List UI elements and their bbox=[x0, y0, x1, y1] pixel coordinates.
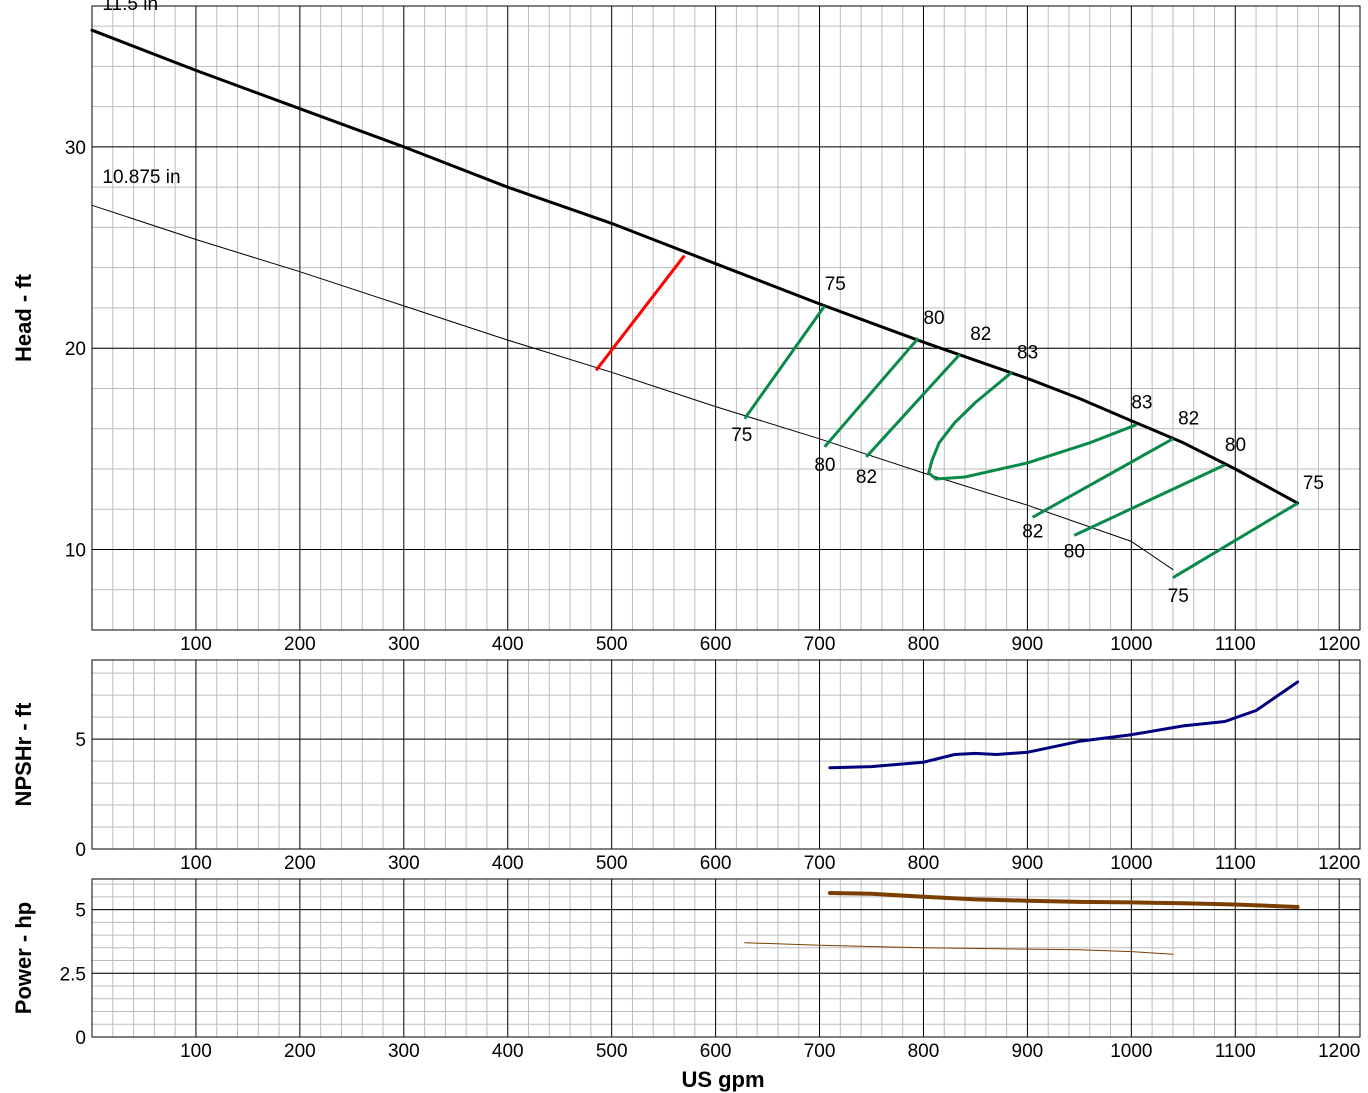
x-tick-label: 1000 bbox=[1110, 1041, 1152, 1062]
x-tick-label: 200 bbox=[284, 853, 316, 874]
series-line bbox=[827, 891, 1300, 909]
x-tick-label: 1200 bbox=[1318, 634, 1360, 655]
x-tick-label: 100 bbox=[180, 1041, 212, 1062]
curve-label: 80 bbox=[814, 455, 835, 476]
curve-label: 75 bbox=[1168, 586, 1189, 607]
curve-label: 83 bbox=[1017, 342, 1038, 363]
x-tick-label: 1100 bbox=[1215, 634, 1256, 655]
curve-label: 75 bbox=[731, 425, 752, 446]
plot-frame bbox=[91, 5, 1361, 631]
x-tick-label: 800 bbox=[908, 853, 940, 874]
curve-label: 80 bbox=[1064, 542, 1085, 563]
limit-line bbox=[594, 254, 686, 372]
x-tick-label: 400 bbox=[492, 634, 524, 655]
curve-label: 80 bbox=[923, 308, 944, 329]
y-tick-label: 10 bbox=[65, 540, 86, 561]
efficiency-line bbox=[1172, 501, 1299, 579]
x-tick-label: 600 bbox=[700, 853, 732, 874]
x-tick-label: 500 bbox=[596, 634, 628, 655]
y-tick-label: 5 bbox=[75, 730, 86, 751]
curve-label: 82 bbox=[970, 324, 991, 345]
efficiency-line bbox=[743, 305, 826, 420]
y-axis-label: NPSHr - ft bbox=[11, 702, 36, 807]
curve-label: 75 bbox=[825, 274, 846, 295]
x-tick-label: 1200 bbox=[1318, 1041, 1360, 1062]
curve-label: 80 bbox=[1225, 435, 1246, 456]
x-tick-label: 100 bbox=[180, 634, 212, 655]
x-tick-label: 300 bbox=[388, 634, 420, 655]
x-tick-label: 900 bbox=[1012, 634, 1044, 655]
y-tick-label: 5 bbox=[75, 901, 86, 922]
series-line bbox=[828, 680, 1300, 770]
efficiency-line bbox=[865, 353, 962, 458]
efficiency-line bbox=[927, 371, 1138, 481]
curve-label: 11.5 in bbox=[102, 0, 158, 15]
power-panel: 100 200 300 400 500 600 700 800 900 1000 1100 1200 0… bbox=[11, 878, 1361, 1062]
x-tick-label: 800 bbox=[908, 634, 940, 655]
y-tick-label: 0 bbox=[75, 840, 86, 861]
x-tick-label: 1000 bbox=[1110, 634, 1152, 655]
efficiency-line bbox=[1073, 463, 1226, 537]
npshr-panel: 100 200 300 400 500 600 700 800 900 1000 1100 1200 0… bbox=[11, 659, 1361, 874]
curve-label: 10.875 in bbox=[102, 167, 180, 188]
x-tick-label: 200 bbox=[284, 634, 316, 655]
efficiency-line bbox=[823, 337, 920, 448]
efficiency-line bbox=[1031, 437, 1174, 519]
y-tick-label: 30 bbox=[65, 138, 86, 159]
x-tick-label: 100 bbox=[180, 853, 212, 874]
x-tick-label: 700 bbox=[804, 1041, 836, 1062]
x-tick-label: 300 bbox=[388, 1041, 420, 1062]
plot-frame bbox=[91, 659, 1361, 850]
x-tick-label: 1100 bbox=[1215, 1041, 1256, 1062]
y-tick-label: 20 bbox=[65, 339, 86, 360]
y-tick-label: 0 bbox=[75, 1028, 86, 1049]
y-axis-label: Power - hp bbox=[11, 902, 36, 1014]
head-panel: 100 200 300 400 500 600 700 800 900 1000 1100 1200 1… bbox=[11, 0, 1361, 655]
x-tick-label: 1000 bbox=[1110, 853, 1152, 874]
plot-frame bbox=[91, 878, 1361, 1038]
curve-label: 75 bbox=[1303, 473, 1324, 494]
series-line bbox=[90, 28, 1300, 505]
x-tick-label: 800 bbox=[908, 1041, 940, 1062]
x-axis-label: US gpm bbox=[681, 1067, 764, 1092]
x-tick-label: 1200 bbox=[1318, 853, 1360, 874]
y-tick-label: 2.5 bbox=[60, 964, 86, 985]
x-tick-label: 300 bbox=[388, 853, 420, 874]
x-tick-label: 700 bbox=[804, 634, 836, 655]
curve-label: 83 bbox=[1131, 393, 1152, 414]
x-tick-label: 500 bbox=[596, 853, 628, 874]
x-tick-label: 600 bbox=[700, 634, 732, 655]
x-tick-label: 1100 bbox=[1215, 853, 1256, 874]
x-tick-label: 400 bbox=[492, 853, 524, 874]
x-tick-label: 500 bbox=[596, 1041, 628, 1062]
x-tick-label: 700 bbox=[804, 853, 836, 874]
x-tick-label: 600 bbox=[700, 1041, 732, 1062]
x-tick-label: 900 bbox=[1012, 1041, 1044, 1062]
x-tick-label: 900 bbox=[1012, 853, 1044, 874]
curve-label: 82 bbox=[1178, 409, 1199, 430]
series-line bbox=[744, 942, 1174, 955]
curve-label: 82 bbox=[1022, 521, 1043, 542]
y-axis-label: Head - ft bbox=[11, 273, 36, 362]
curve-label: 82 bbox=[856, 467, 877, 488]
x-tick-label: 200 bbox=[284, 1041, 316, 1062]
x-tick-label: 400 bbox=[492, 1041, 524, 1062]
